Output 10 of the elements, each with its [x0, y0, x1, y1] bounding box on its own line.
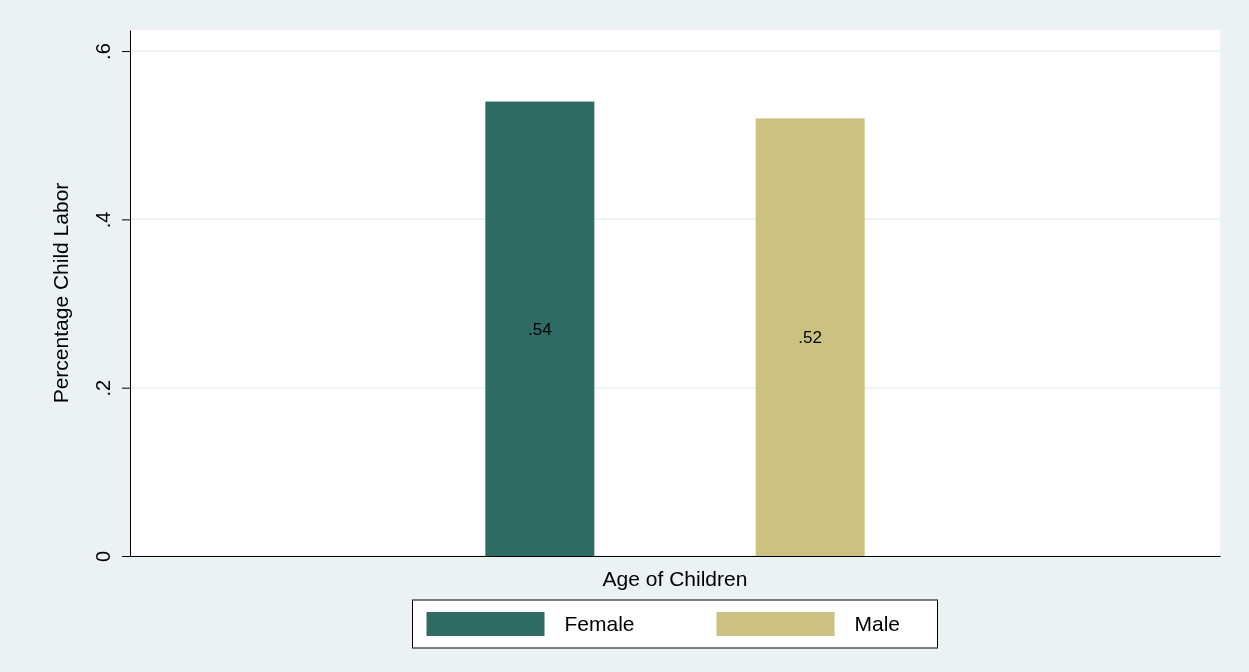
- x-axis-title: Age of Children: [602, 567, 748, 590]
- text: Female: [564, 612, 635, 636]
- data-label: .52: [798, 328, 822, 348]
- y-tick-label: .2: [92, 379, 114, 397]
- data-label: .54: [528, 319, 552, 339]
- text: Male: [854, 612, 901, 636]
- y-axis-title: Percentage Child Labor: [49, 182, 72, 404]
- y-tick-label: 0: [92, 550, 114, 563]
- y-tick-label: .6: [92, 43, 114, 60]
- y-tick-label: .4: [92, 211, 114, 229]
